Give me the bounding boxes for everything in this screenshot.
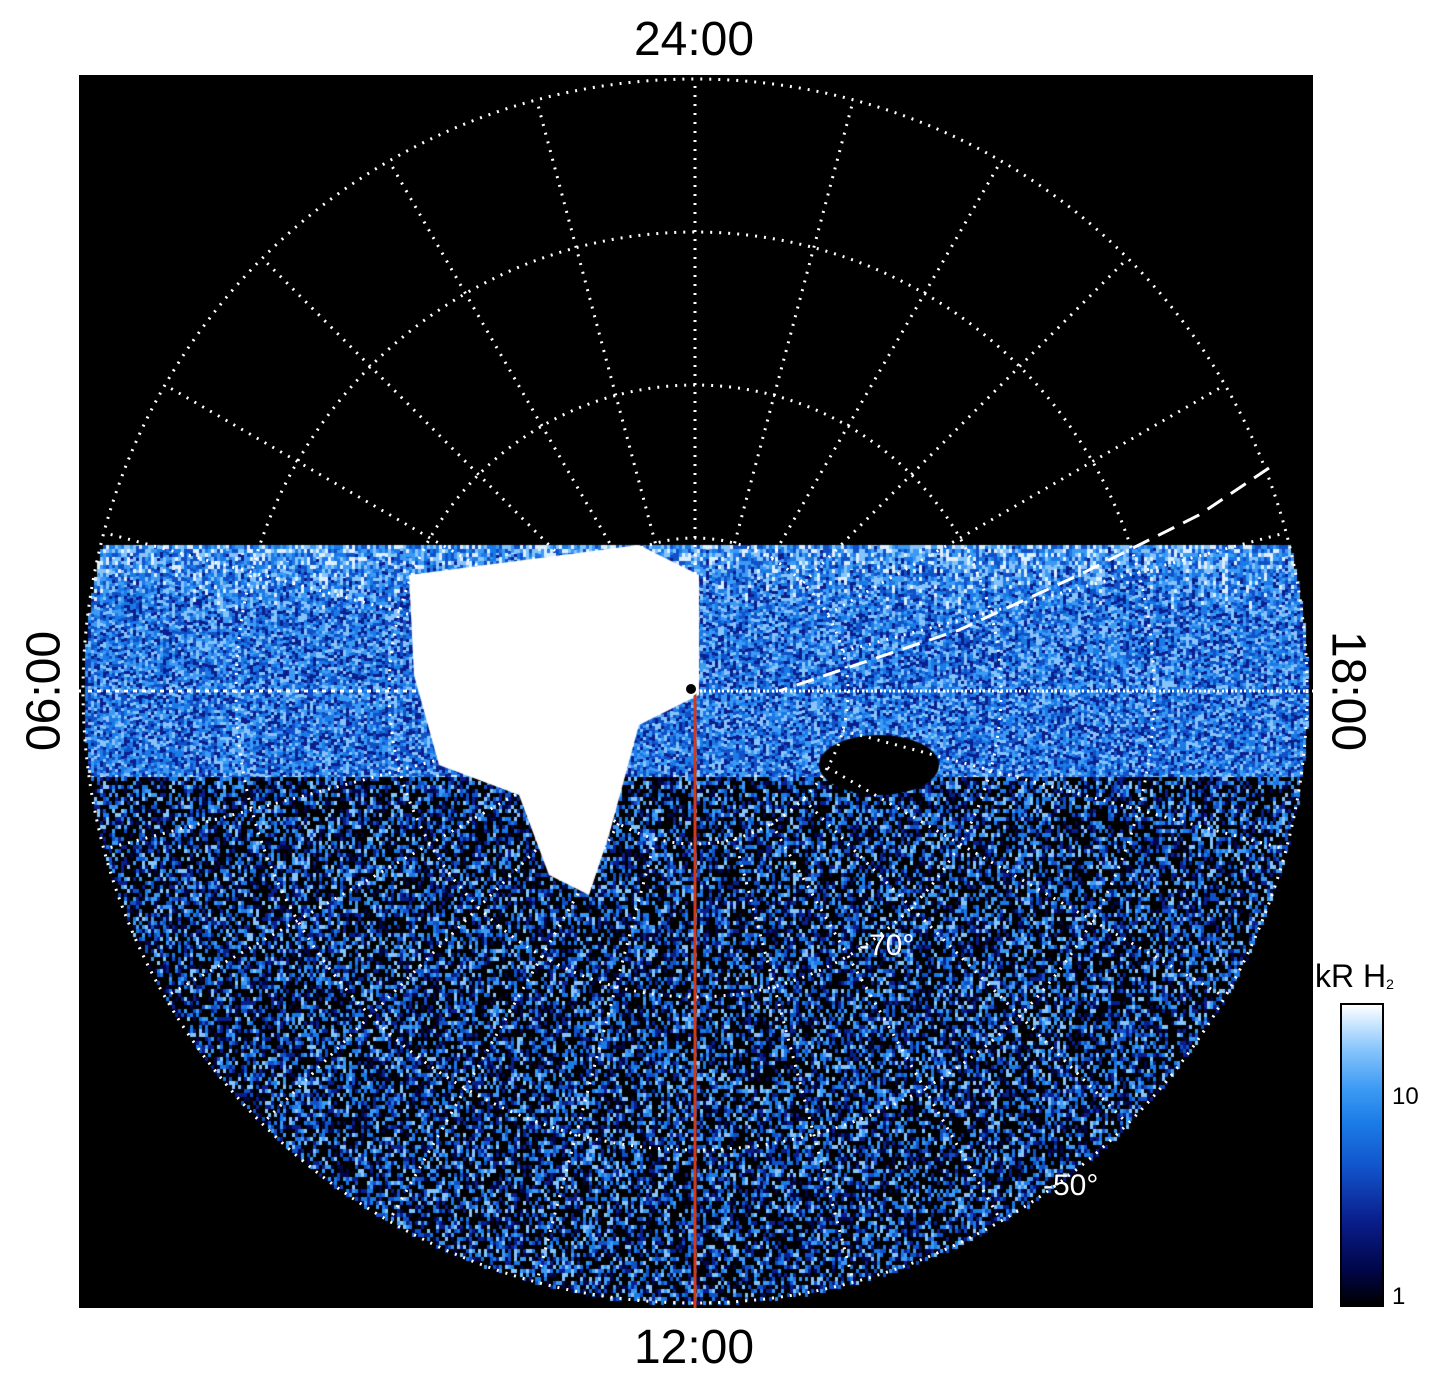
meridian-line <box>535 99 657 544</box>
meridian-line <box>261 257 588 584</box>
polar-grid: -70° -50° <box>79 77 1313 1308</box>
latitude-label-70: -70° <box>859 929 914 962</box>
local-time-label-left: 06:00 <box>17 630 71 752</box>
meridian-line <box>733 838 855 1283</box>
polar-map-panel: -70° -50° <box>79 75 1313 1308</box>
latitude-label-50: -50° <box>1043 1169 1098 1202</box>
latitude-circle <box>81 77 1309 1305</box>
meridian-line <box>802 798 1129 1125</box>
meridian-line <box>802 257 1129 584</box>
meridian-line <box>733 99 855 544</box>
meridian-line <box>103 729 548 851</box>
local-time-label-bottom: 12:00 <box>633 1321 755 1374</box>
local-time-label-top: 24:00 <box>633 13 755 66</box>
local-time-label-right: 18:00 <box>1321 630 1375 752</box>
colorbar <box>1340 1003 1384 1307</box>
meridian-line <box>535 838 657 1283</box>
meridian-line <box>842 531 1287 653</box>
meridian-line <box>103 531 548 653</box>
colorbar-title: kR H2 <box>1315 958 1394 994</box>
colorbar-tick-1: 1 <box>1392 1283 1406 1310</box>
meridian-line <box>261 798 588 1125</box>
dashed-boundary-line <box>778 466 1270 693</box>
colorbar-tick-10: 10 <box>1392 1083 1419 1110</box>
pole-marker <box>684 682 698 696</box>
meridian-line <box>842 729 1287 851</box>
